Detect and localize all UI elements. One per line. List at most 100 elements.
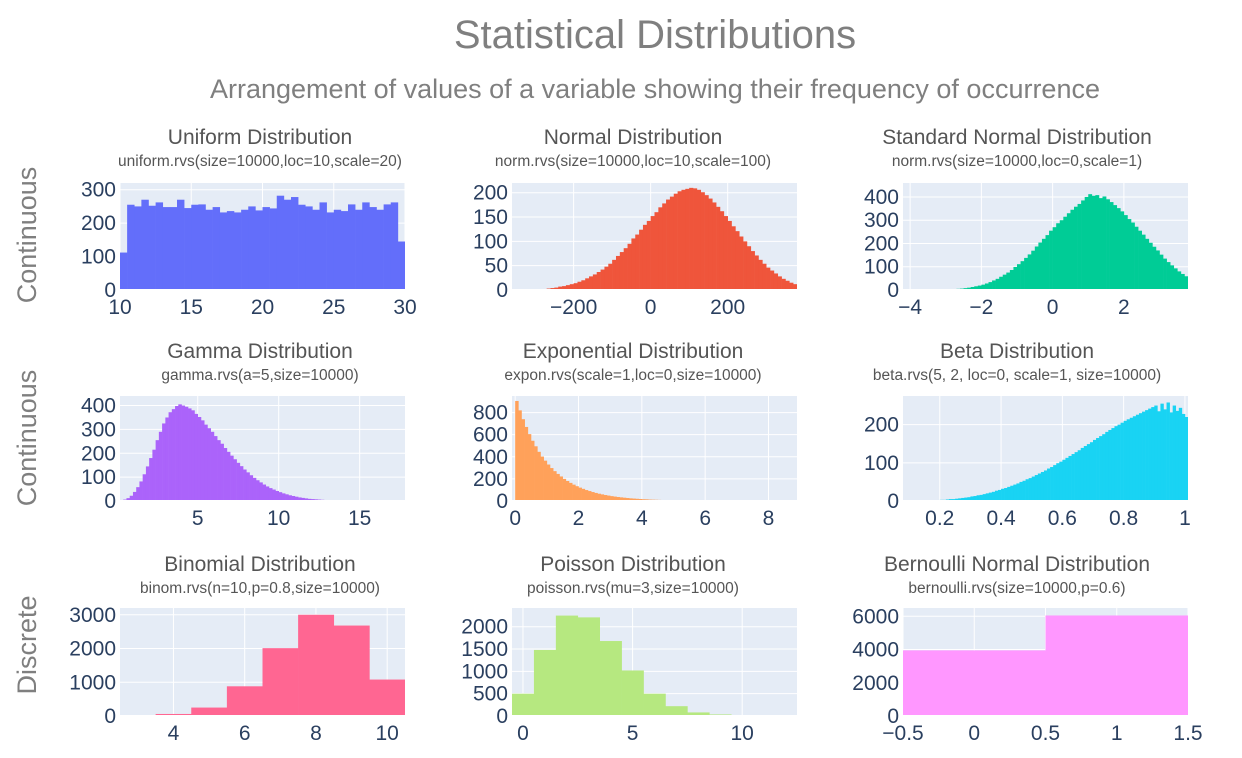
histogram-bar: [1206, 286, 1210, 290]
y-tick-label: 0: [887, 705, 899, 728]
x-tick-label: 4: [636, 507, 648, 530]
histogram-bar: [515, 400, 519, 501]
histogram-bar: [594, 492, 598, 501]
histogram-bar: [1105, 431, 1109, 501]
histogram-bar: [1127, 219, 1132, 290]
histogram-bar: [220, 443, 224, 501]
histogram-bar: [758, 259, 763, 290]
histogram-bar: [226, 686, 263, 716]
histogram-bar: [958, 498, 962, 501]
histogram-bar: [142, 474, 147, 501]
histogram-bar: [654, 212, 659, 290]
y-tick-label: 300: [81, 179, 116, 202]
histogram-bar: [252, 477, 257, 501]
histogram-bar: [212, 207, 221, 290]
panel-title: Bernoulli Normal Distribution: [884, 553, 1150, 576]
histogram-bar: [1071, 454, 1075, 501]
histogram-bar: [1062, 459, 1066, 501]
histogram-bar: [603, 495, 608, 501]
histogram-bar: [992, 280, 996, 290]
histogram-bar: [1024, 257, 1028, 290]
histogram-bar: [572, 484, 576, 501]
histogram-bar: [1009, 269, 1014, 290]
histogram-bar: [191, 707, 228, 716]
histogram-bar: [255, 210, 263, 290]
histogram-bar: [1038, 242, 1043, 290]
x-tick-label: 10: [731, 722, 754, 745]
histogram-bar: [621, 670, 644, 716]
histogram-bar: [1022, 480, 1026, 501]
histogram-bar: [727, 220, 732, 290]
histogram-bar: [1152, 246, 1157, 290]
histogram-bar: [600, 494, 605, 501]
histogram-bar: [578, 487, 582, 501]
histogram-bar: [558, 286, 563, 290]
histogram-bar: [1135, 414, 1140, 501]
histogram-bar: [903, 650, 1046, 716]
x-tick-label: 25: [322, 296, 345, 319]
panel-2: Normal Distribution norm.rvs(size=10000,l…: [473, 126, 805, 319]
histogram-bar: [198, 204, 206, 290]
histogram-bar: [149, 458, 153, 501]
bars: [155, 614, 405, 716]
x-tick-label: 0: [645, 296, 657, 319]
y-tick-label: 400: [81, 395, 116, 418]
histogram-bar: [1102, 196, 1107, 290]
x-tick-label: 8: [763, 507, 775, 530]
histogram-bar: [743, 241, 748, 290]
y-tick-label: 400: [864, 186, 899, 209]
histogram-bar: [565, 480, 570, 501]
histogram-bar: [1108, 429, 1112, 501]
histogram-bar: [1177, 271, 1182, 290]
histogram-bar: [700, 192, 705, 290]
bars: [903, 615, 1188, 716]
histogram-bar: [1007, 486, 1011, 501]
y-tick-label: 0: [496, 490, 508, 513]
histogram-bar: [355, 209, 363, 290]
histogram-bar: [984, 283, 989, 290]
histogram-bar: [746, 246, 752, 290]
histogram-bar: [1120, 211, 1125, 290]
histogram-bar: [998, 489, 1002, 501]
histogram-bar: [801, 287, 805, 290]
panel-title: Uniform Distribution: [168, 126, 352, 149]
histogram-bar: [559, 476, 563, 501]
histogram-bar: [1200, 451, 1203, 501]
x-tick-label: 10: [376, 722, 399, 745]
histogram-bar: [1169, 412, 1173, 501]
histogram-bar: [1074, 206, 1078, 290]
histogram-bar: [307, 498, 312, 501]
histogram-bar: [754, 255, 759, 290]
histogram-bar: [376, 209, 384, 290]
row-label-1: Continuous: [12, 167, 42, 304]
x-tick-label: 0.5: [1031, 722, 1060, 745]
histogram-bar: [1184, 417, 1188, 501]
histogram-bar: [1166, 402, 1170, 501]
histogram-bar: [575, 486, 579, 501]
histogram-bar: [155, 202, 164, 290]
histogram-bar: [631, 238, 636, 290]
histogram-bar: [369, 207, 377, 290]
histogram-bar: [1141, 234, 1146, 290]
x-tick-label: 6: [699, 507, 711, 530]
histogram-bar: [204, 424, 208, 501]
histogram-bar: [1027, 254, 1032, 290]
histogram-bar: [527, 434, 532, 501]
histogram-bar: [304, 498, 309, 501]
histogram-bar: [635, 498, 639, 501]
histogram-bar: [1163, 258, 1167, 290]
histogram-bar: [1040, 471, 1045, 501]
histogram-bar: [991, 491, 996, 501]
panel-5: Exponential Distribution expon.rvs(scale=…: [473, 340, 797, 530]
histogram-bar: [1028, 478, 1033, 501]
histogram-bar: [577, 617, 600, 716]
histogram-bar: [723, 216, 728, 290]
histogram-bar: [241, 209, 249, 290]
histogram-bar: [643, 693, 666, 716]
histogram-bar: [188, 408, 192, 501]
histogram-bar: [1131, 222, 1135, 290]
histogram-bar: [1050, 467, 1054, 501]
y-tick-label: 1000: [69, 671, 116, 694]
panel-4: Gamma Distribution gamma.rvs(a=5,size=100…: [81, 340, 405, 530]
histogram-bar: [610, 496, 614, 501]
